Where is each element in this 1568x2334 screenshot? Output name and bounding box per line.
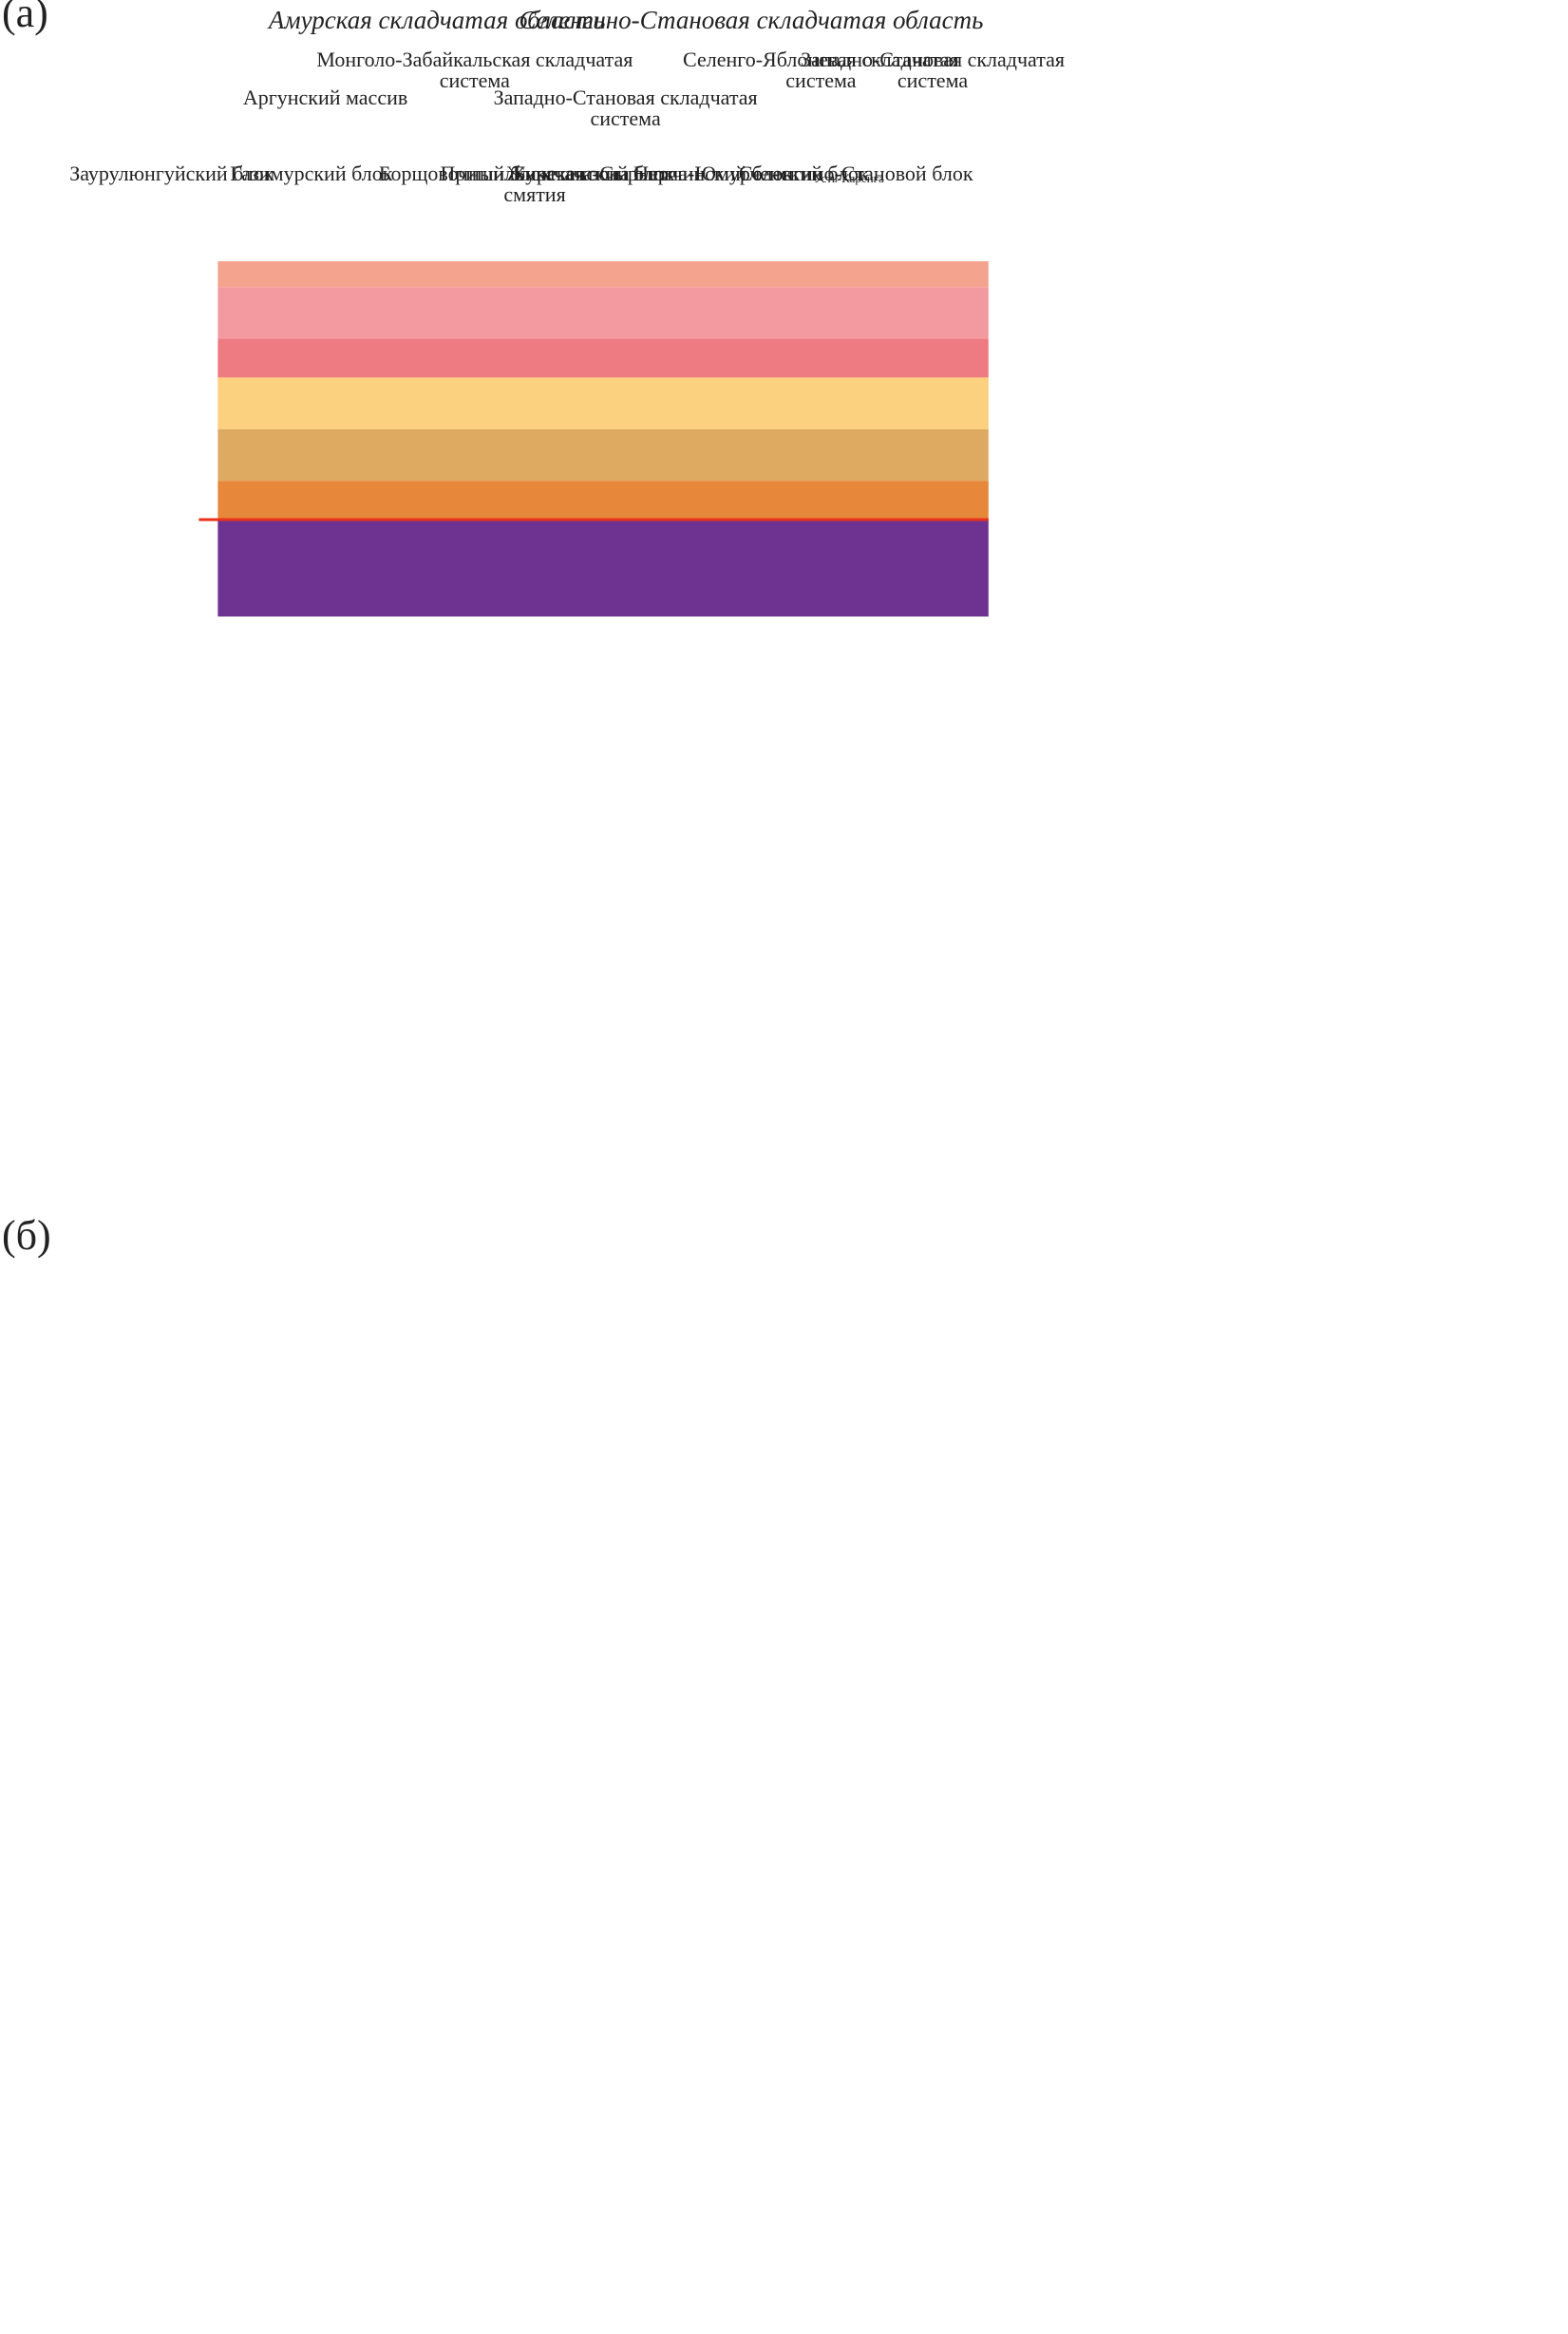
- tectonic-unit-label: система: [897, 68, 968, 92]
- tectonic-unit-label: Монголо-Забайкальская складчатая: [316, 47, 633, 71]
- tectonic-unit-label: система: [590, 106, 660, 130]
- tectonic-unit-label: Жирекенский блок: [506, 161, 674, 185]
- section-a-top: [198, 261, 989, 617]
- tectonic-unit-label: смятия: [503, 182, 565, 206]
- tectonic-unit-label: Аргунский массив: [243, 85, 407, 109]
- tectonic-unit-label: система: [785, 68, 856, 92]
- velocity-layer: [217, 377, 989, 429]
- velocity-layer: [217, 338, 989, 378]
- tectonic-unit-label: Пришилкинская зона: [440, 161, 629, 185]
- tectonic-region-label: Амурская складчатая область: [267, 6, 605, 34]
- tectonic-unit-label: Букачача-Сырыгичинский блок: [514, 161, 793, 185]
- panel-label-b: (б): [2, 1212, 51, 1259]
- tectonic-unit-label: Нерча-Юмурченский блок: [633, 161, 869, 185]
- tectonic-unit-label: Западно-Становая складчатая: [494, 85, 758, 109]
- tectonic-unit-label: Селенго-Яблоневая складчатая: [683, 47, 959, 71]
- tectonic-region-label: Селенгино-Становая складчатая область: [519, 6, 983, 34]
- tectonic-unit-label: Заурулюнгуйский блок: [69, 161, 274, 185]
- velocity-layer: [217, 481, 989, 520]
- velocity-layer: [217, 428, 989, 482]
- tectonic-unit-label: Западно-Становая складчатая: [801, 47, 1065, 71]
- tectonic-unit-label: Селенгино-Становой блок: [739, 161, 973, 185]
- panel-label-a: (а): [2, 0, 48, 36]
- tectonic-unit-label: Газимурский блок: [230, 161, 392, 185]
- settlement-label: Усть-Каренга: [814, 171, 884, 185]
- velocity-layer: [217, 520, 989, 617]
- tectonic-unit-label: Борщовочный блок: [379, 161, 552, 185]
- tectonic-unit-label: система: [440, 68, 510, 92]
- velocity-layer: [217, 261, 989, 288]
- velocity-layer: [217, 287, 989, 339]
- headers-a-top: Амурская складчатая областьСеленгино-Ста…: [69, 6, 1065, 206]
